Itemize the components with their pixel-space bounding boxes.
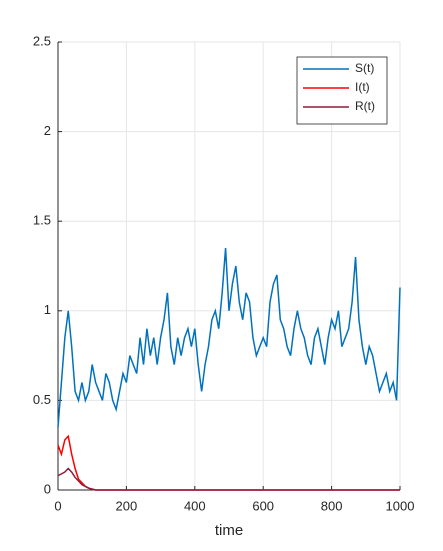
x-tick-label: 800 <box>321 498 343 513</box>
legend-label: R(t) <box>355 99 375 113</box>
y-tick-label: 2 <box>44 123 51 138</box>
x-tick-label: 600 <box>252 498 274 513</box>
legend-label: S(t) <box>355 61 374 75</box>
y-tick-label: 0 <box>44 481 51 496</box>
series-line <box>57 248 401 428</box>
x-tick-label: 1000 <box>386 498 415 513</box>
y-tick-label: 1.5 <box>33 213 51 228</box>
y-tick-label: 2.5 <box>33 33 51 48</box>
series-line <box>57 467 400 491</box>
x-tick-label: 200 <box>116 498 138 513</box>
x-tick-label: 400 <box>184 498 206 513</box>
x-tick-label: 0 <box>54 498 61 513</box>
legend-label: I(t) <box>355 80 370 94</box>
y-tick-label: 1 <box>44 302 51 317</box>
y-tick-label: 0.5 <box>33 392 51 407</box>
legend-box <box>296 56 388 125</box>
series-line <box>57 434 400 491</box>
x-axis-label: time <box>215 522 243 539</box>
